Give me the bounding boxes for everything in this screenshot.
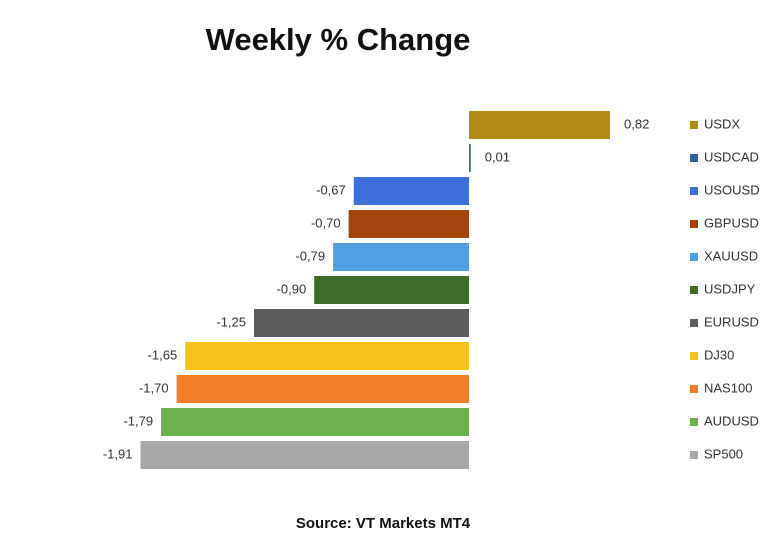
bar (140, 441, 470, 469)
legend-swatch (690, 253, 698, 261)
legend-label: GBPUSD (704, 215, 759, 230)
chart-title: Weekly % Change (206, 22, 471, 57)
data-label: -1,65 (148, 347, 178, 362)
bar (353, 177, 469, 205)
legend-swatch (690, 319, 698, 327)
data-label: -0,79 (295, 248, 325, 263)
legend-label: XAUUSD (704, 248, 758, 263)
legend-swatch (690, 220, 698, 228)
data-label: -0,67 (316, 182, 346, 197)
legend-swatch (690, 352, 698, 360)
data-label: -1,91 (103, 446, 133, 461)
data-label: 0,82 (624, 116, 649, 131)
legend-label: USDX (704, 116, 740, 131)
legend-label: AUDUSD (704, 413, 759, 428)
bar (469, 144, 471, 172)
legend-label: DJ30 (704, 347, 734, 362)
bar (314, 276, 469, 304)
legend-label: USDCAD (704, 149, 759, 164)
bar (333, 243, 469, 271)
legend-swatch (690, 385, 698, 393)
legend-swatch (690, 286, 698, 294)
bar (185, 342, 469, 370)
legend-swatch (690, 121, 698, 129)
data-label: -1,25 (216, 314, 246, 329)
data-label: -0,70 (311, 215, 341, 230)
data-label: 0,01 (485, 149, 510, 164)
bar (348, 210, 469, 238)
bar (254, 309, 469, 337)
legend-swatch (690, 418, 698, 426)
data-label: -1,79 (123, 413, 153, 428)
legend-swatch (690, 451, 698, 459)
data-label: -0,90 (277, 281, 307, 296)
bar (161, 408, 469, 436)
legend-label: USDJPY (704, 281, 756, 296)
bar (176, 375, 469, 403)
bar (469, 111, 611, 139)
legend-label: SP500 (704, 446, 743, 461)
data-label: -1,70 (139, 380, 169, 395)
legend-label: NAS100 (704, 380, 752, 395)
legend-swatch (690, 154, 698, 162)
legend-label: EURUSD (704, 314, 759, 329)
legend-label: USOUSD (704, 182, 760, 197)
legend-swatch (690, 187, 698, 195)
source-note: Source: VT Markets MT4 (296, 515, 471, 532)
